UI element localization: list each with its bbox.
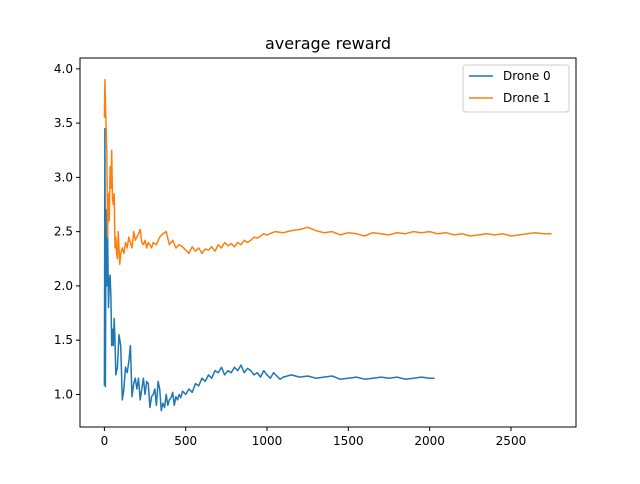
x-tick-label: 2500 bbox=[496, 434, 527, 448]
x-tick-label: 2000 bbox=[414, 434, 445, 448]
x-tick-label: 500 bbox=[174, 434, 197, 448]
x-tick-label: 1000 bbox=[252, 434, 283, 448]
y-tick-label: 1.0 bbox=[54, 387, 73, 401]
legend-label-drone-0: Drone 0 bbox=[503, 69, 551, 83]
y-tick-label: 3.5 bbox=[54, 116, 73, 130]
y-tick-label: 4.0 bbox=[54, 62, 73, 76]
legend: Drone 0 Drone 1 bbox=[462, 64, 570, 113]
x-tick-label: 1500 bbox=[333, 434, 364, 448]
series-lines bbox=[103, 78, 552, 412]
chart-title: average reward bbox=[265, 34, 391, 53]
x-tick-label: 0 bbox=[101, 434, 109, 448]
axes-frame bbox=[79, 57, 577, 428]
series-line-drone-1 bbox=[103, 78, 552, 265]
y-axis: 1.0 1.5 2.0 2.5 3.0 3.5 4.0 bbox=[54, 62, 80, 401]
y-tick-label: 3.0 bbox=[54, 170, 73, 184]
legend-label-drone-1: Drone 1 bbox=[503, 91, 551, 105]
series-line-drone-0 bbox=[103, 127, 435, 412]
y-tick-label: 1.5 bbox=[54, 333, 73, 347]
y-tick-label: 2.5 bbox=[54, 225, 73, 239]
y-tick-label: 2.0 bbox=[54, 279, 73, 293]
x-axis: 0 500 1000 1500 2000 2500 bbox=[101, 427, 527, 448]
